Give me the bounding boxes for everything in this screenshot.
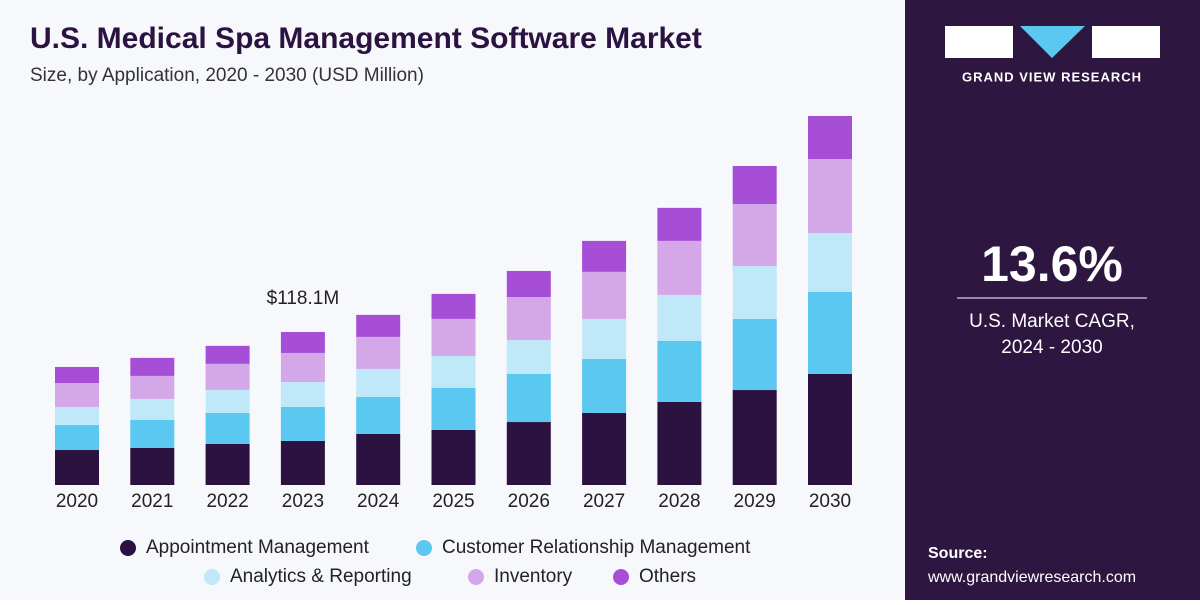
bar-segment	[356, 368, 401, 397]
logo: GRAND VIEW RESEARCH	[945, 26, 1160, 84]
bar-segment	[506, 297, 551, 341]
bar-segment	[506, 340, 551, 374]
bar-segment	[732, 266, 777, 320]
cagr-period: 2024 - 2030	[1001, 337, 1102, 358]
bar-segment	[732, 319, 777, 391]
logo-block	[945, 26, 1013, 58]
bar-segment	[582, 358, 627, 413]
bar-segment	[130, 447, 175, 485]
bar-segment	[280, 352, 325, 382]
bar-segment	[130, 357, 175, 376]
bar-segment	[506, 270, 551, 298]
bar-segment	[356, 396, 401, 434]
annotation: $118.1M	[267, 288, 340, 309]
bar-segment	[732, 203, 777, 267]
logo-block	[1092, 26, 1160, 58]
legend-swatch	[120, 540, 136, 556]
legend-label: Customer Relationship Management	[442, 537, 751, 558]
bar-segment	[582, 412, 627, 485]
bar-segment	[205, 412, 250, 444]
bar-segment	[808, 159, 852, 233]
side-panel	[905, 0, 1200, 600]
bar-segment	[506, 373, 551, 423]
bar-segment	[657, 207, 702, 241]
bar-segment	[808, 373, 852, 485]
legend-swatch	[613, 569, 629, 585]
x-tick-label: 2022	[206, 491, 248, 512]
legend-label: Analytics & Reporting	[230, 566, 412, 587]
x-tick-label: 2024	[357, 491, 400, 512]
cagr-label: U.S. Market CAGR,	[969, 311, 1135, 332]
bar-segment	[280, 407, 325, 441]
bar-segment	[356, 314, 401, 337]
bar-segment	[808, 291, 852, 374]
brand: GRAND VIEW RESEARCH	[962, 69, 1142, 84]
bar-segment	[808, 232, 852, 292]
bar-segment	[431, 387, 476, 430]
bar-segment	[55, 450, 99, 485]
bar-segment	[582, 271, 627, 319]
bar-segment	[657, 340, 702, 402]
bar-segment	[582, 240, 627, 272]
bar-segment	[130, 375, 175, 399]
legend-label: Appointment Management	[146, 537, 370, 558]
source-url: www.grandviewresearch.com	[927, 569, 1136, 586]
bar-segment	[205, 389, 250, 413]
bar-segment	[280, 381, 325, 408]
bar-segment	[431, 293, 476, 319]
legend-swatch	[204, 569, 220, 585]
bar-segment	[205, 363, 250, 390]
bar-segment	[431, 318, 476, 356]
bar-segment	[431, 355, 476, 388]
x-tick-label: 2025	[432, 491, 474, 512]
bar-segment	[356, 433, 401, 485]
bar-segment	[657, 240, 702, 295]
x-tick-label: 2030	[809, 491, 851, 512]
bar-segment	[808, 116, 852, 160]
legend-swatch	[468, 569, 484, 585]
bar-segment	[732, 390, 777, 485]
title: U.S. Medical Spa Management Software Mar…	[30, 22, 702, 55]
bar-segment	[431, 429, 476, 485]
logo-triangle	[1020, 26, 1085, 58]
x-tick-label: 2027	[583, 491, 625, 512]
bar-segment	[506, 422, 551, 485]
legend-label: Others	[639, 566, 696, 587]
bar-segment	[205, 345, 250, 364]
bar-segment	[55, 425, 99, 451]
source-label: Source:	[928, 545, 988, 562]
bar-segment	[130, 419, 175, 448]
legend-swatch	[416, 540, 432, 556]
cagr-value: 13.6%	[981, 236, 1123, 292]
x-tick-label: 2021	[131, 491, 173, 512]
bar-segment	[280, 440, 325, 485]
bar-segment	[55, 366, 99, 384]
x-tick-label: 2023	[282, 491, 324, 512]
subtitle: Size, by Application, 2020 - 2030 (USD M…	[30, 65, 424, 86]
x-tick-label: 2026	[508, 491, 550, 512]
bar-segment	[657, 294, 702, 341]
legend-label: Inventory	[494, 566, 573, 587]
bar-segment	[55, 407, 99, 426]
bar-segment	[657, 401, 702, 485]
bar-segment	[205, 443, 250, 485]
x-tick-label: 2028	[658, 491, 700, 512]
bar-segment	[356, 336, 401, 369]
x-tick-label: 2020	[56, 491, 98, 512]
bar-segment	[280, 331, 325, 353]
bar-segment	[732, 166, 777, 204]
bar-segment	[130, 398, 175, 420]
bar-segment	[55, 383, 99, 408]
x-tick-label: 2029	[734, 491, 776, 512]
bar-segment	[582, 318, 627, 359]
